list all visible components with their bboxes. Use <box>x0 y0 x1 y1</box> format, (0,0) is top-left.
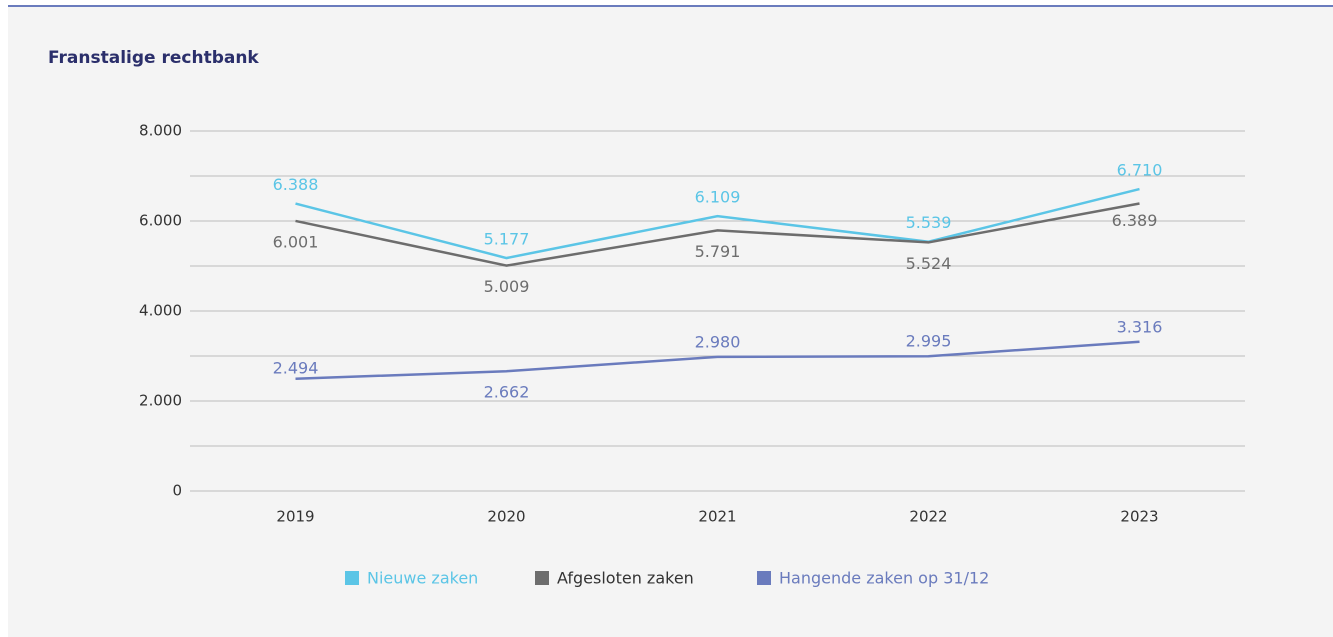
y-tick-label: 4.000 <box>139 302 182 320</box>
series-line <box>295 340 1140 381</box>
value-label: 2.662 <box>484 383 530 402</box>
legend-swatch <box>757 571 771 585</box>
x-tick-label: 2023 <box>1120 508 1158 526</box>
value-label: 6.001 <box>273 232 319 251</box>
series-line <box>295 202 1140 267</box>
value-label: 5.177 <box>484 230 530 249</box>
y-tick-label: 2.000 <box>139 392 182 410</box>
value-label: 6.109 <box>695 188 741 207</box>
x-tick-label: 2021 <box>698 508 736 526</box>
value-label: 5.009 <box>484 277 530 296</box>
y-tick-label: 0 <box>172 482 182 500</box>
y-tick-label: 6.000 <box>139 212 182 230</box>
legend-swatch <box>345 571 359 585</box>
legend-label: Nieuwe zaken <box>367 569 478 588</box>
value-label: 6.388 <box>273 175 319 194</box>
legend-label: Hangende zaken op 31/12 <box>779 569 989 588</box>
value-label: 6.710 <box>1117 161 1163 180</box>
panel <box>8 6 1333 637</box>
value-label: 6.389 <box>1112 211 1158 230</box>
value-label: 3.316 <box>1117 317 1163 336</box>
value-label: 2.494 <box>273 358 319 377</box>
series-line <box>295 187 1140 260</box>
x-tick-label: 2022 <box>909 508 947 526</box>
value-label: 2.995 <box>906 332 952 351</box>
legend-swatch <box>535 571 549 585</box>
value-label: 2.980 <box>695 332 741 351</box>
y-tick-label: 8.000 <box>139 122 182 140</box>
chart-title: Franstalige rechtbank <box>48 48 259 68</box>
value-label: 5.791 <box>695 242 741 261</box>
value-label: 5.539 <box>906 213 952 232</box>
x-tick-label: 2020 <box>487 508 525 526</box>
value-label: 5.524 <box>906 254 952 273</box>
x-tick-label: 2019 <box>276 508 314 526</box>
legend-label: Afgesloten zaken <box>557 569 694 588</box>
